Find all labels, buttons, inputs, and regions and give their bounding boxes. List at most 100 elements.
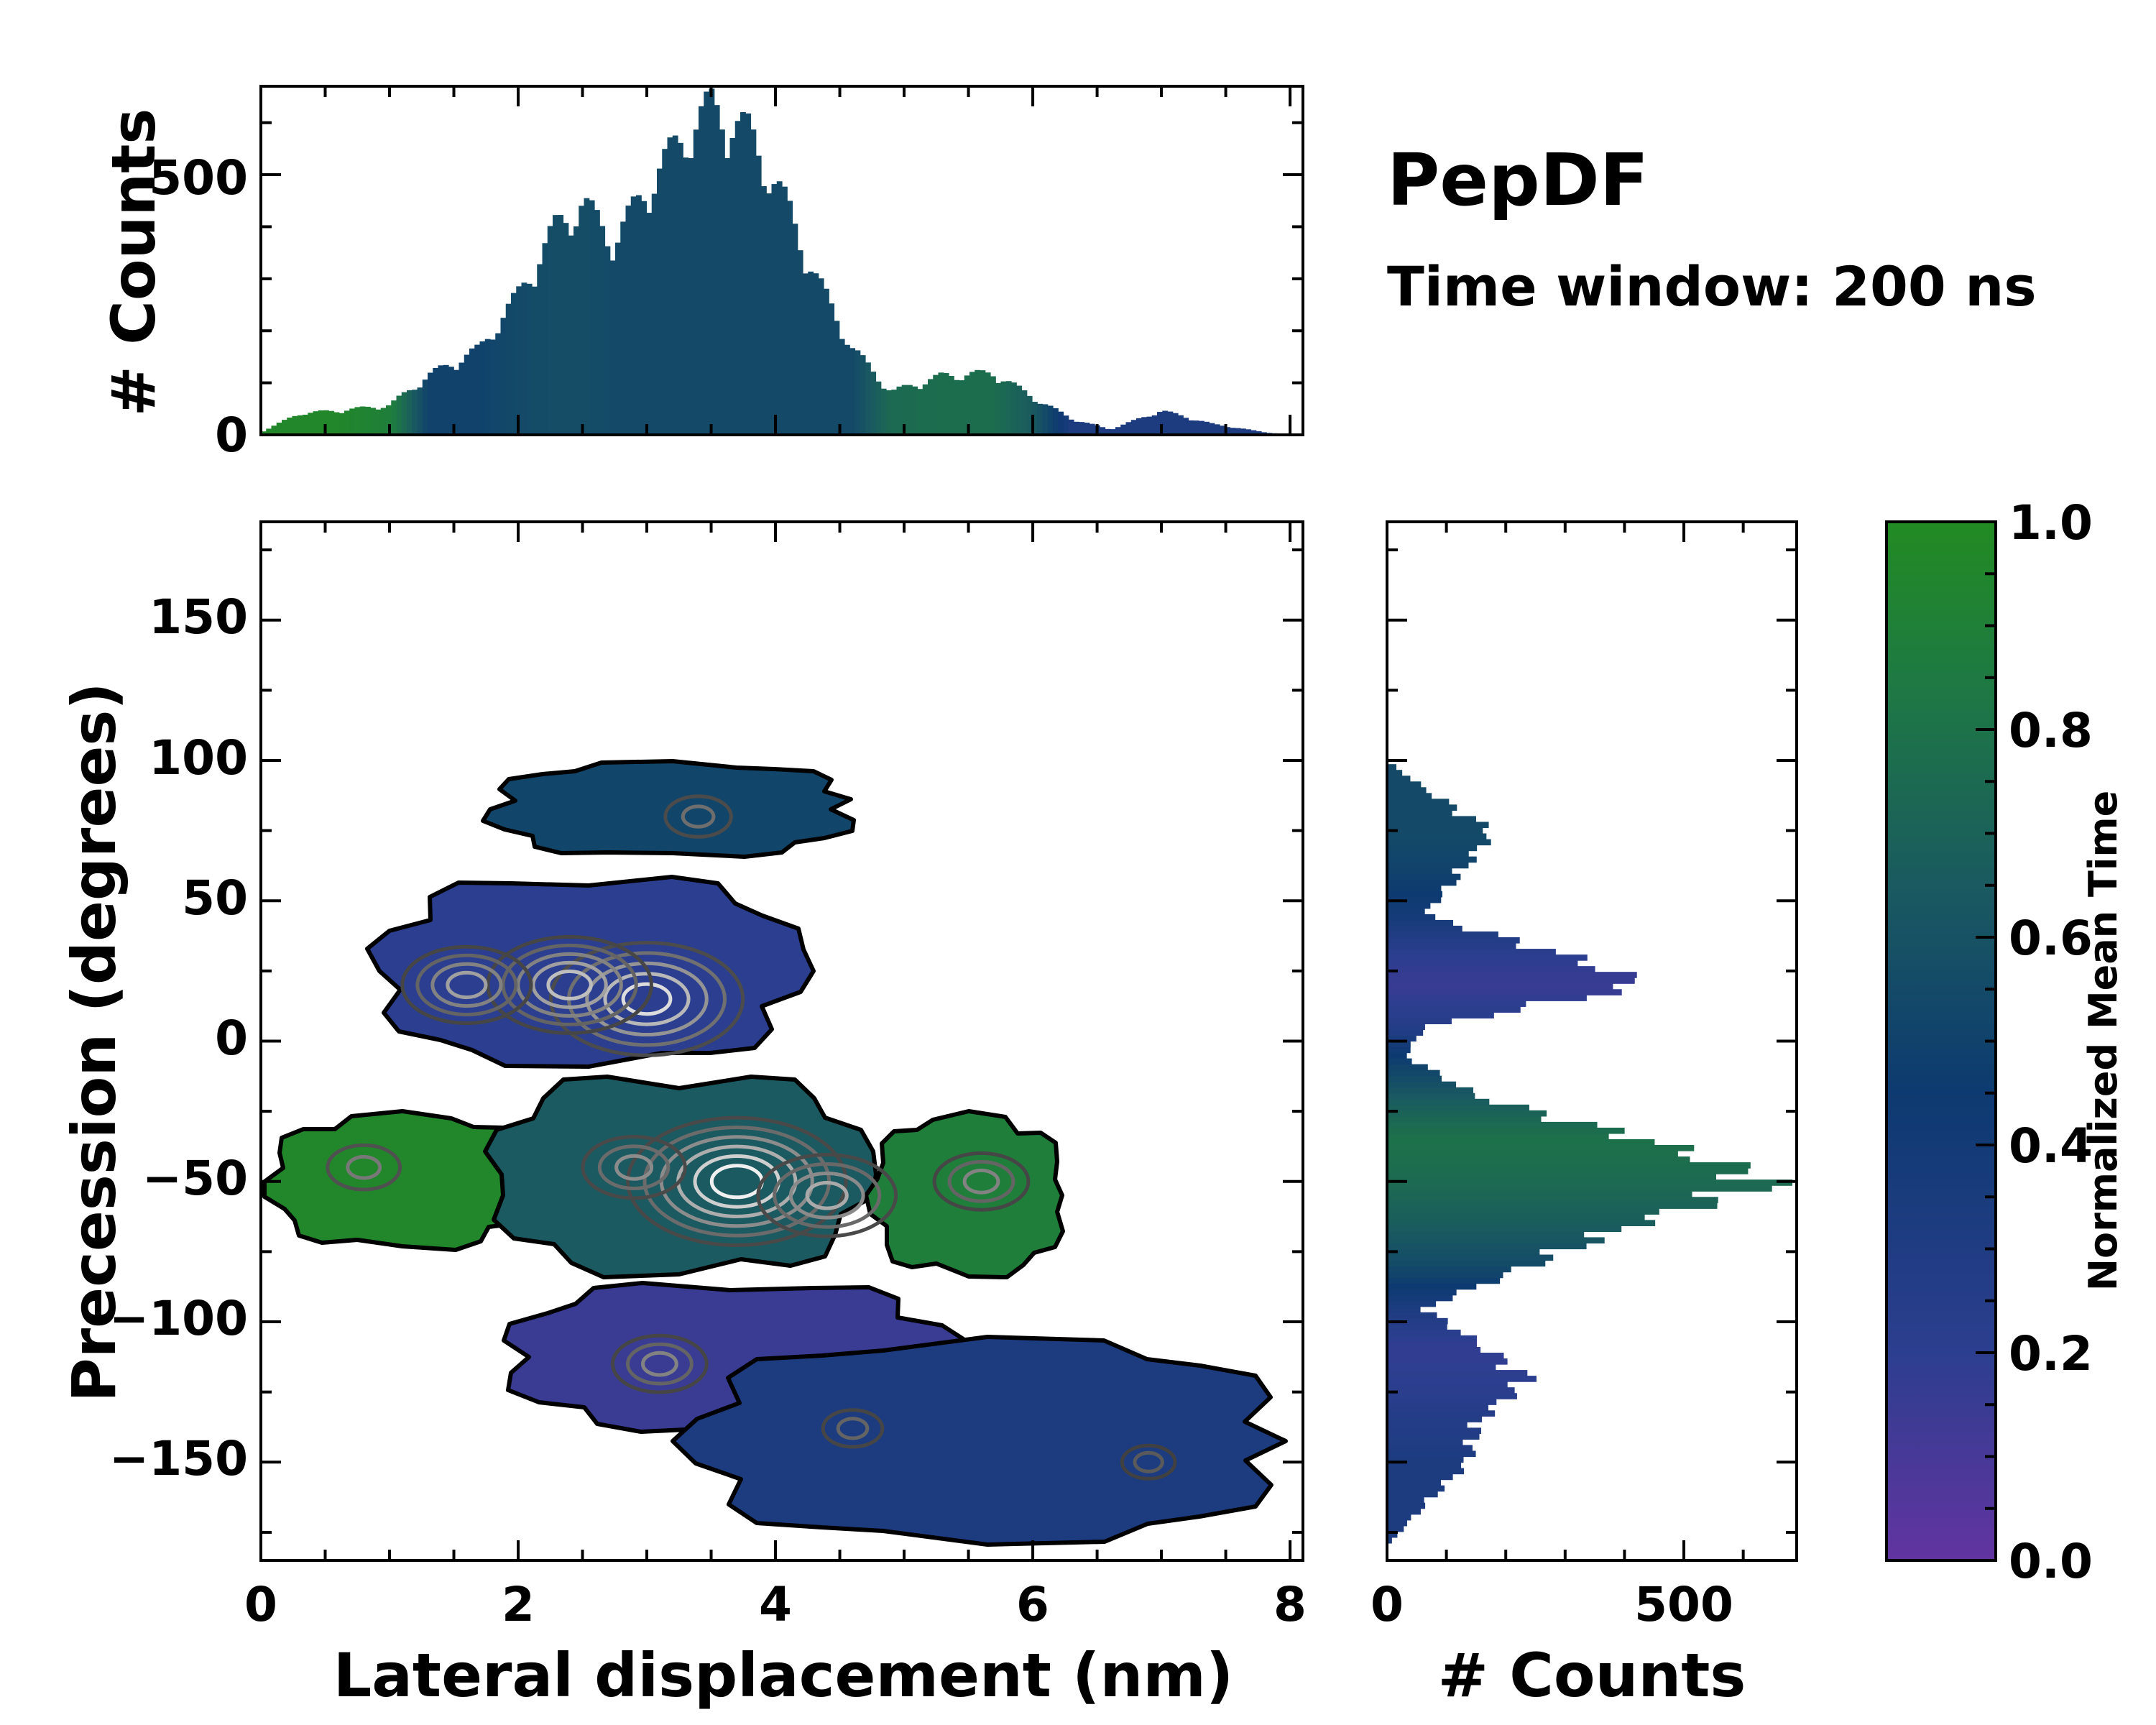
right-histogram-bar xyxy=(1387,1514,1411,1521)
right-histogram-bar xyxy=(1387,1346,1481,1353)
right-histogram-bar xyxy=(1387,1456,1464,1463)
top-histogram-bar xyxy=(745,113,752,435)
top-histogram-bar xyxy=(755,155,762,435)
top-histogram-bar xyxy=(537,264,543,435)
top-histogram-bar xyxy=(1167,411,1174,435)
right-histogram-ticks xyxy=(1386,522,1797,1560)
top-histogram-bar xyxy=(1209,423,1215,435)
right-histogram-bar xyxy=(1387,1422,1468,1428)
top-histogram-bar xyxy=(1214,424,1220,435)
top-histogram-ytick-label-0: 0 xyxy=(215,408,248,463)
right-histogram-xtick-label-0: 0 xyxy=(1370,1577,1404,1632)
right-histogram-bar xyxy=(1387,1473,1453,1481)
top-histogram-bar xyxy=(1011,382,1017,435)
right-histogram-bar xyxy=(1387,1289,1457,1296)
right-histogram-bar xyxy=(1387,1485,1445,1492)
right-histogram-bar xyxy=(1387,822,1489,829)
right-histogram-bar xyxy=(1387,1335,1478,1342)
top-histogram-bar xyxy=(308,413,314,435)
right-histogram-bar xyxy=(1387,1225,1622,1233)
right-histogram-bar xyxy=(1387,1035,1416,1042)
top-histogram-frame xyxy=(259,85,1304,436)
main-ylabel: Precession (degrees) xyxy=(59,682,129,1402)
density-contour-3-3 xyxy=(516,952,623,1018)
right-histogram-bar xyxy=(1387,1098,1490,1105)
right-histogram-bar xyxy=(1387,966,1595,972)
right-histogram-bar xyxy=(1387,793,1432,799)
top-histogram-bar xyxy=(563,223,569,435)
right-histogram-panel: 0 500 # Counts xyxy=(1370,520,1798,1711)
density-contour-7-1 xyxy=(663,794,733,839)
top-histogram-bar xyxy=(714,105,720,435)
top-histogram-bar xyxy=(776,181,783,435)
right-histogram-bar xyxy=(1387,972,1637,978)
density-contour-7-2 xyxy=(681,804,716,829)
top-histogram-bar xyxy=(459,362,465,435)
right-histogram-bar xyxy=(1387,1381,1508,1388)
top-histogram-bar xyxy=(287,417,293,435)
density-contour-3-2 xyxy=(501,943,638,1026)
top-histogram-bar xyxy=(558,215,564,435)
top-histogram-bar xyxy=(625,206,632,435)
right-histogram-bar xyxy=(1387,885,1442,892)
density-contour-2-5 xyxy=(621,982,673,1016)
top-histogram-bar xyxy=(375,409,382,435)
heatmap-regions xyxy=(262,759,1288,1547)
main-ytick-label-0: 0 xyxy=(215,1011,248,1066)
top-histogram-bar xyxy=(808,271,814,435)
right-histogram-bar xyxy=(1387,1058,1412,1065)
top-histogram-bar xyxy=(542,243,548,435)
right-histogram-bar xyxy=(1387,1041,1411,1048)
right-histogram-bar xyxy=(1387,1300,1437,1307)
top-histogram-bar xyxy=(797,250,803,435)
top-histogram-bar xyxy=(573,226,579,435)
right-histogram-bar xyxy=(1387,1070,1440,1077)
top-histogram-bars xyxy=(261,88,1294,435)
top-histogram-bar xyxy=(1204,421,1210,435)
top-histogram-bar xyxy=(1058,411,1064,435)
top-histogram-bar xyxy=(1053,408,1059,435)
top-histogram-bar xyxy=(1250,430,1257,435)
top-histogram-bar xyxy=(568,235,574,435)
right-histogram-bar xyxy=(1387,1029,1424,1036)
right-histogram-bar xyxy=(1387,1353,1504,1359)
right-histogram-bar xyxy=(1387,1364,1496,1371)
top-histogram-bar xyxy=(417,387,423,435)
right-histogram-bar xyxy=(1387,879,1457,886)
right-histogram-bar xyxy=(1387,1340,1477,1348)
right-histogram-bar xyxy=(1387,914,1436,921)
right-histogram-bar xyxy=(1387,873,1461,880)
top-histogram-bar xyxy=(975,369,981,435)
top-histogram-bar xyxy=(1157,412,1163,435)
top-histogram-bar xyxy=(792,224,798,435)
density-contour-6-2 xyxy=(597,1144,671,1190)
top-histogram-bar xyxy=(969,372,975,435)
right-histogram-bar xyxy=(1387,1537,1392,1544)
right-histogram-bar xyxy=(1387,1283,1477,1290)
top-histogram-bar xyxy=(433,367,439,435)
top-histogram-bar xyxy=(359,406,366,435)
top-histogram-bar xyxy=(641,201,648,435)
main-axis-ticks xyxy=(259,522,1303,1560)
right-histogram-bar xyxy=(1387,943,1516,949)
top-histogram-bar xyxy=(1125,422,1132,435)
top-histogram-bar xyxy=(354,407,361,435)
top-histogram-bar xyxy=(1193,420,1199,435)
top-histogram-bar xyxy=(407,390,413,435)
top-histogram-bar xyxy=(333,412,340,435)
top-histogram-bar xyxy=(949,376,954,435)
top-histogram-bar xyxy=(604,246,611,435)
top-histogram-bar xyxy=(1021,390,1028,435)
colorbar: 0.0 0.2 0.4 0.6 0.8 1.0 Normalized Mean … xyxy=(1885,495,2126,1589)
right-histogram-bar xyxy=(1387,1399,1497,1405)
main-ytick-label-150: 150 xyxy=(149,589,248,645)
right-histogram-bar xyxy=(1387,1294,1453,1302)
top-histogram-bar xyxy=(505,303,512,435)
top-histogram-bar xyxy=(313,411,319,435)
right-histogram-bar xyxy=(1387,1133,1609,1140)
density-contour-8-1 xyxy=(611,1333,709,1394)
right-histogram-bar xyxy=(1387,770,1403,776)
right-histogram-bar xyxy=(1387,896,1442,903)
right-histogram-bar xyxy=(1387,1006,1521,1013)
right-histogram-bar xyxy=(1387,1052,1407,1059)
